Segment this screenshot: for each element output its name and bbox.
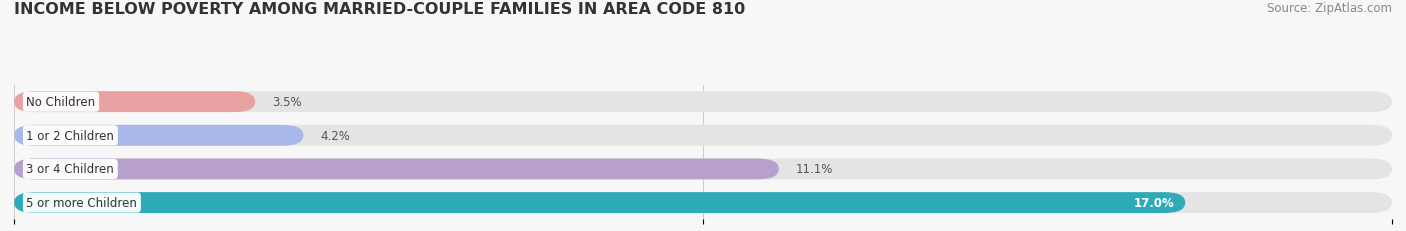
Text: 1 or 2 Children: 1 or 2 Children — [27, 129, 114, 142]
FancyBboxPatch shape — [14, 159, 779, 179]
FancyBboxPatch shape — [14, 192, 1392, 213]
Text: INCOME BELOW POVERTY AMONG MARRIED-COUPLE FAMILIES IN AREA CODE 810: INCOME BELOW POVERTY AMONG MARRIED-COUPL… — [14, 2, 745, 17]
Text: 17.0%: 17.0% — [1135, 196, 1175, 209]
FancyBboxPatch shape — [14, 159, 1392, 179]
FancyBboxPatch shape — [14, 125, 1392, 146]
Text: No Children: No Children — [27, 96, 96, 109]
FancyBboxPatch shape — [14, 92, 256, 112]
Text: Source: ZipAtlas.com: Source: ZipAtlas.com — [1267, 2, 1392, 15]
Text: 5 or more Children: 5 or more Children — [27, 196, 138, 209]
Text: 4.2%: 4.2% — [321, 129, 350, 142]
Text: 3.5%: 3.5% — [273, 96, 302, 109]
FancyBboxPatch shape — [14, 92, 1392, 112]
Text: 3 or 4 Children: 3 or 4 Children — [27, 163, 114, 176]
Text: 11.1%: 11.1% — [796, 163, 834, 176]
FancyBboxPatch shape — [14, 192, 1185, 213]
FancyBboxPatch shape — [14, 125, 304, 146]
